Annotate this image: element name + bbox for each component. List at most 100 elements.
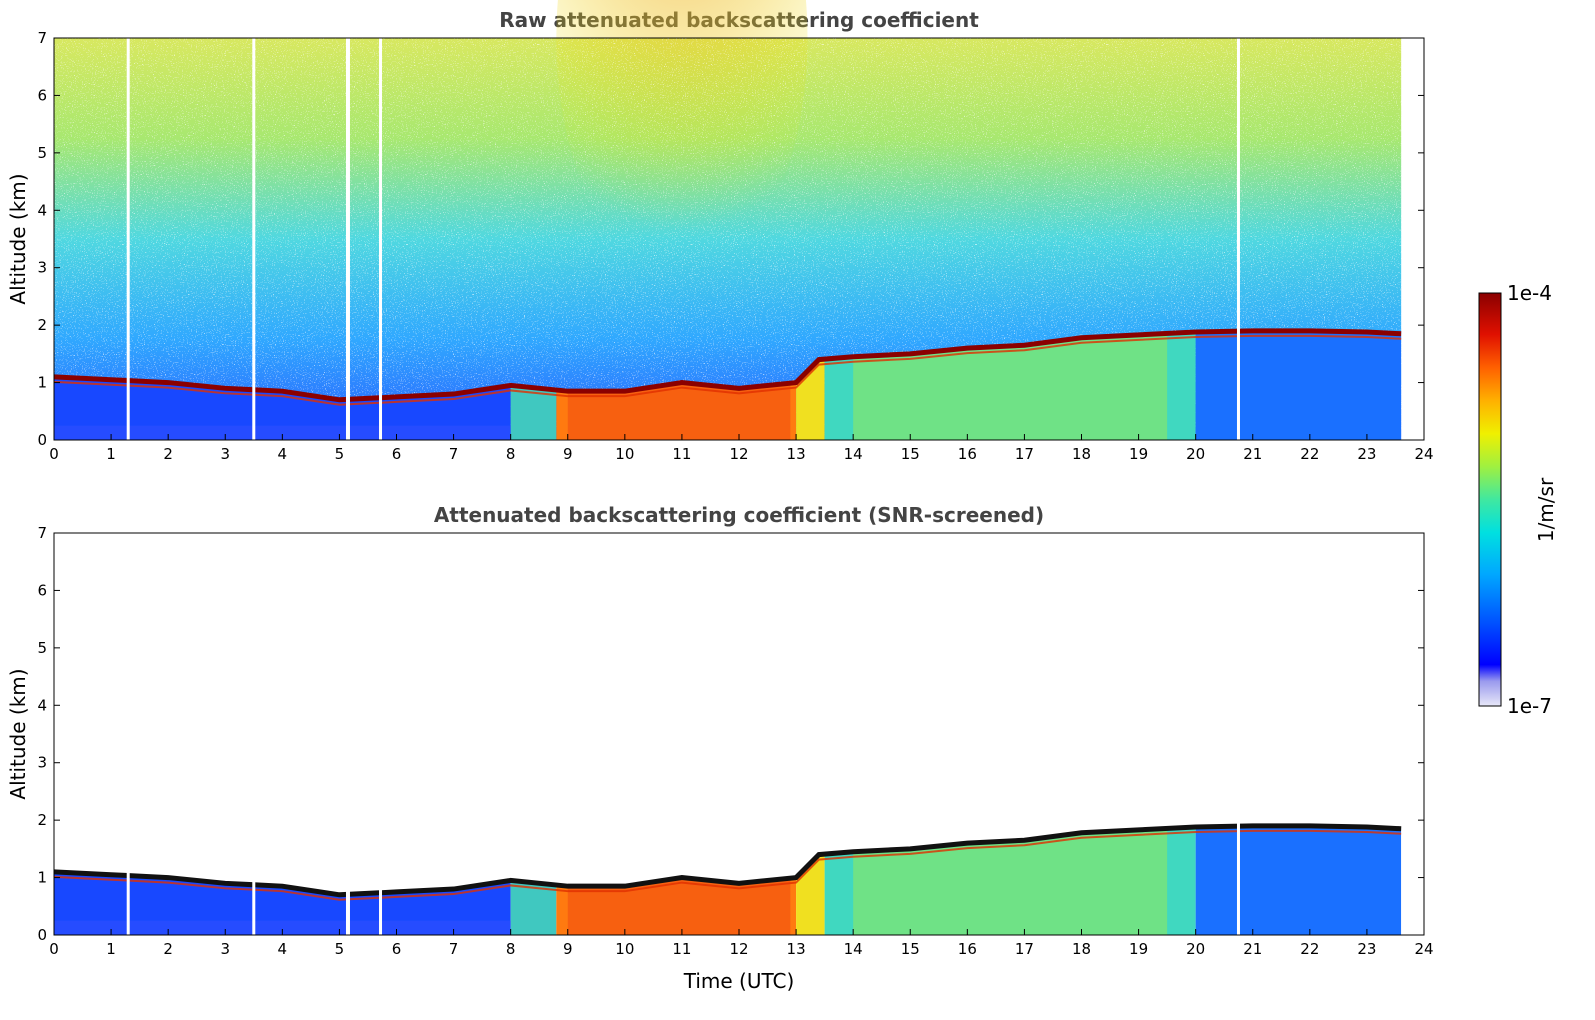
y-tick-label: 3 (37, 754, 47, 772)
x-tick-label: 21 (1243, 940, 1262, 958)
cloud-top-edge (53, 334, 1402, 406)
cloud-top-line (53, 823, 1402, 898)
x-tick-label: 17 (1015, 940, 1034, 958)
colorbar-max-label: 1e-4 (1507, 281, 1552, 305)
boundary-layer-segment (556, 825, 797, 935)
x-tick-label: 21 (1243, 445, 1262, 463)
panel-raw: Raw attenuated backscattering coefficien… (6, 0, 1434, 463)
colorbar-gradient (1478, 292, 1502, 707)
x-tick-label: 16 (958, 940, 977, 958)
x-tick-label: 3 (220, 940, 230, 958)
aerosol-dense-region (567, 825, 791, 935)
panel-raw-plot-area (53, 0, 1402, 440)
x-tick-label: 11 (672, 445, 691, 463)
panel-raw-axes: 0 1 2 3 4 5 6 7 8 9 10 11 12 13 14 15 16 17 18 19 20 21 22 23 24… (6, 29, 1434, 463)
cloud-top-edge (53, 829, 1402, 901)
x-tick-label: 7 (449, 940, 459, 958)
boundary-layer-segment (1195, 330, 1402, 440)
panel-screened-plot-area (53, 533, 1402, 935)
boundary-layer-segment (1195, 825, 1402, 935)
x-tick-label: 20 (1186, 445, 1205, 463)
x-tick-label: 24 (1414, 940, 1433, 958)
x-tick-label: 14 (844, 445, 863, 463)
y-axis-label: Altitude (km) (6, 668, 30, 799)
data-gap (252, 533, 256, 935)
panel-screened-axes: 0 1 2 3 4 5 6 7 8 9 10 11 12 13 14 15 16 17 18 19 20 21 22 23 24… (6, 524, 1434, 993)
x-tick-label: 9 (563, 940, 573, 958)
x-tick-label: 0 (49, 940, 59, 958)
y-tick-label: 3 (37, 259, 47, 277)
y-tick-label: 2 (37, 811, 47, 829)
colorbar-unit-label: 1/m/sr (1534, 477, 1558, 542)
x-tick-label: 0 (49, 445, 59, 463)
data-gap (126, 533, 130, 935)
x-tick-label: 7 (449, 445, 459, 463)
x-tick-label: 12 (729, 445, 748, 463)
x-axis-label: Time (UTC) (683, 969, 795, 993)
x-tick-label: 6 (392, 445, 402, 463)
panel-screened: Attenuated backscattering coefficient (S… (6, 503, 1434, 993)
y-tick-label: 6 (37, 86, 47, 104)
y-tick-label: 7 (37, 29, 47, 47)
data-gap (379, 533, 383, 935)
x-tick-label: 19 (1129, 445, 1148, 463)
x-tick-label: 13 (787, 940, 806, 958)
x-tick-label: 19 (1129, 940, 1148, 958)
x-tick-label: 10 (615, 940, 634, 958)
x-tick-label: 14 (844, 940, 863, 958)
y-tick-label: 0 (37, 926, 47, 944)
x-tick-label: 12 (729, 940, 748, 958)
x-tick-label: 17 (1015, 445, 1034, 463)
x-tick-label: 5 (335, 940, 345, 958)
y-tick-label: 5 (37, 639, 47, 657)
x-tick-label: 18 (1072, 940, 1091, 958)
x-tick-label: 18 (1072, 445, 1091, 463)
y-tick-label: 0 (37, 431, 47, 449)
x-tick-label: 22 (1300, 445, 1319, 463)
data-gap (126, 38, 130, 440)
data-gap (252, 38, 256, 440)
y-tick-label: 4 (37, 201, 47, 219)
y-tick-label: 1 (37, 374, 47, 392)
x-tick-label: 1 (106, 445, 116, 463)
cloud-top-line (53, 328, 1402, 403)
x-tick-label: 23 (1357, 445, 1376, 463)
x-tick-label: 4 (278, 940, 288, 958)
y-tick-label: 7 (37, 524, 47, 542)
residual-layer (853, 825, 1168, 935)
data-gap (1236, 38, 1240, 440)
x-tick-label: 22 (1300, 940, 1319, 958)
x-tick-label: 1 (106, 940, 116, 958)
x-tick-label: 11 (672, 940, 691, 958)
x-tick-label: 6 (392, 940, 402, 958)
x-tick-label: 9 (563, 445, 573, 463)
x-tick-label: 15 (901, 445, 920, 463)
y-tick-label: 5 (37, 144, 47, 162)
y-tick-label: 2 (37, 316, 47, 334)
x-tick-label: 20 (1186, 940, 1205, 958)
x-tick-label: 2 (163, 445, 173, 463)
data-gap (379, 38, 383, 440)
data-gap (345, 38, 350, 440)
colorbar-min-label: 1e-7 (1507, 694, 1552, 718)
x-tick-label: 16 (958, 445, 977, 463)
panel-screened-title: Attenuated backscattering coefficient (S… (434, 503, 1044, 527)
x-tick-label: 2 (163, 940, 173, 958)
y-axis-label: Altitude (km) (6, 173, 30, 304)
y-tick-label: 6 (37, 581, 47, 599)
data-gap (1236, 533, 1240, 935)
x-tick-label: 24 (1414, 445, 1433, 463)
boundary-layer-segment (510, 825, 557, 935)
x-tick-label: 23 (1357, 940, 1376, 958)
x-tick-label: 8 (506, 445, 516, 463)
boundary-layer (54, 825, 1402, 935)
x-tick-label: 3 (220, 445, 230, 463)
y-tick-label: 1 (37, 869, 47, 887)
x-tick-label: 4 (278, 445, 288, 463)
colorbar: 1e-4 1e-7 1/m/sr (1478, 281, 1558, 718)
data-gap (345, 533, 350, 935)
x-tick-label: 13 (787, 445, 806, 463)
x-tick-label: 5 (335, 445, 345, 463)
x-tick-label: 8 (506, 940, 516, 958)
